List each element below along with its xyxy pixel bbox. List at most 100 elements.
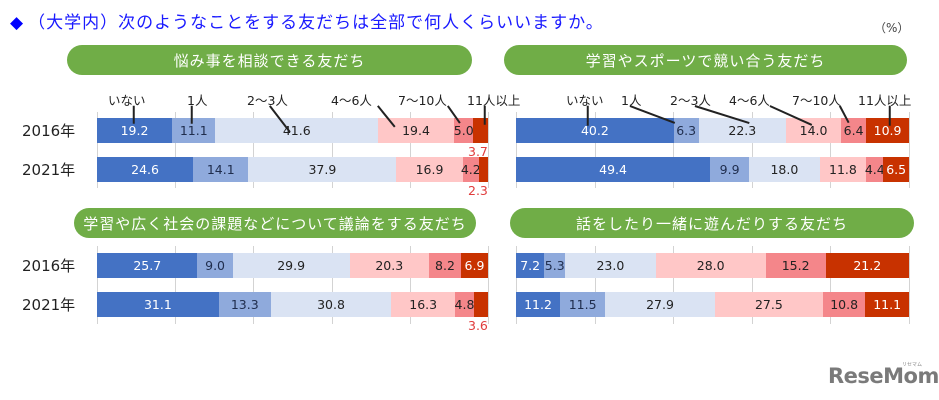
bar-segment-2～3人: 29.9 [232,253,350,278]
segment-value: 10.9 [873,123,902,138]
segment-value: 14.1 [206,162,235,177]
segment-value: 11.2 [524,297,552,312]
bar-segment-いない: 19.2 [97,118,173,143]
segment-value-outside: 2.3 [468,183,488,198]
segment-value: 31.1 [143,297,172,312]
bar-segment-4～6人: 11.8 [819,157,867,182]
category-label-4～6人: 4～6人 [729,93,770,108]
bar-segment-いない: 25.7 [97,253,198,278]
bar-segment-2～3人: 30.8 [270,292,392,317]
gridline [830,112,831,188]
segment-value: 13.3 [230,297,259,312]
bar-segment-11人以上 [473,118,488,143]
year-label-2021: 2021年 [22,161,76,179]
segment-value: 11.8 [829,162,857,177]
bar-segment-7～10人: 4.4 [865,157,885,182]
segment-value: 5.0 [453,123,474,138]
gridline [332,112,333,188]
category-label-2～3人: 2～3人 [670,93,711,108]
year-label-2016: 2016年 [22,122,76,140]
leader-line [484,105,486,125]
panel-title-discuss: 学習や広く社会の課題などについて議論をする友だち [74,208,476,238]
stacked-bar-2021年: 31.1 13.3 30.8 16.3 4.8 [97,292,488,317]
bar-segment-11人以上: 11.1 [865,292,909,317]
stacked-bar-2021年: 11.2 11.5 27.9 27.5 10.8 11.1 [516,292,909,317]
category-label-11人以上: 11人以上 [467,93,521,108]
bar-segment-いない: 40.2 [516,118,674,143]
category-label-2～3人: 2～3人 [247,93,288,108]
stacked-bar-2016年: 7.2 5.3 23.0 28.0 15.2 21.2 [516,253,909,278]
bar-segment-1人: 5.3 [544,253,566,278]
gridline [673,112,674,188]
gridline [673,246,674,324]
gridline [410,246,411,324]
bar-segment-7～10人: 5.0 [454,118,474,143]
segment-value: 40.2 [580,123,609,138]
bar-segment-7～10人: 8.2 [428,253,461,278]
segment-value: 24.6 [131,162,159,177]
segment-value: 27.9 [646,297,674,312]
gridline [175,112,176,188]
panel-title-consult: 悩み事を相談できる友だち [67,45,472,75]
gridline [909,246,910,324]
segment-value: 28.0 [696,258,725,273]
segment-value-outside: 3.6 [468,318,488,333]
segment-value: 6.5 [886,162,907,177]
bar-segment-いない: 31.1 [97,292,219,317]
bar-segment-4～6人: 28.0 [655,253,766,278]
gridline [752,246,753,324]
category-label-1人: 1人 [187,93,208,108]
segment-value: 16.3 [409,297,438,312]
year-label-2021: 2021年 [22,296,76,314]
segment-value: 49.4 [599,162,627,177]
bar-segment-11人以上: 10.9 [866,118,909,143]
leader-line [133,105,135,124]
year-label-2016: 2016年 [22,257,76,275]
segment-value: 29.9 [277,258,306,273]
stacked-bar-2021年: 24.6 14.1 37.9 16.9 4.2 [97,157,488,182]
segment-value: 16.9 [415,162,444,177]
leader-line [587,105,589,126]
bar-segment-1人: 11.1 [172,118,216,143]
category-label-1人: 1人 [621,93,642,108]
segment-value: 23.0 [596,258,625,273]
bar-segment-7～10人: 10.8 [822,292,866,317]
gridline [488,112,489,188]
gridline [332,246,333,324]
segment-value: 15.2 [781,258,810,273]
segment-value: 8.2 [435,258,455,273]
gridline [516,246,517,324]
bar-segment-7～10人: 15.2 [765,253,826,278]
category-label-7～10人: 7～10人 [398,93,447,108]
segment-value: 19.2 [120,123,149,138]
panel-title-play: 話をしたり一緒に遊んだりする友だち [510,208,914,238]
bar-segment-2～3人: 37.9 [248,157,397,182]
resemom-logo: ReseMom [828,364,939,388]
segment-value: 37.9 [308,162,337,177]
leader-line [191,105,193,124]
segment-value: 6.4 [843,123,864,138]
page-title: ◆ （大学内）次のようなことをする友だちは全部で何人くらいいますか。 [10,8,604,33]
bar-segment-1人: 11.5 [560,292,606,317]
bar-segment-7～10人: 4.8 [455,292,474,317]
bar-segment-2～3人: 22.3 [698,118,787,143]
segment-value: 18.0 [770,162,799,177]
bar-segment-1人: 13.3 [218,292,271,317]
segment-value: 11.1 [873,297,902,312]
bar-segment-11人以上 [473,292,488,317]
segment-value: 4.2 [460,162,481,177]
bar-segment-4～6人: 16.9 [396,157,463,182]
bar-segment-11人以上: 6.5 [883,157,909,182]
unit-label: （%） [874,21,910,35]
bar-segment-1人: 6.3 [673,118,699,143]
segment-value: 9.0 [205,258,226,273]
gridline [595,112,596,188]
gridline [830,246,831,324]
diamond-icon: ◆ [10,13,25,33]
segment-value: 19.4 [402,123,430,138]
bar-segment-4～6人: 27.5 [714,292,823,317]
gridline [752,112,753,188]
segment-value-outside: 3.7 [468,144,488,159]
gridline [410,112,411,188]
segment-value: 14.0 [799,123,828,138]
